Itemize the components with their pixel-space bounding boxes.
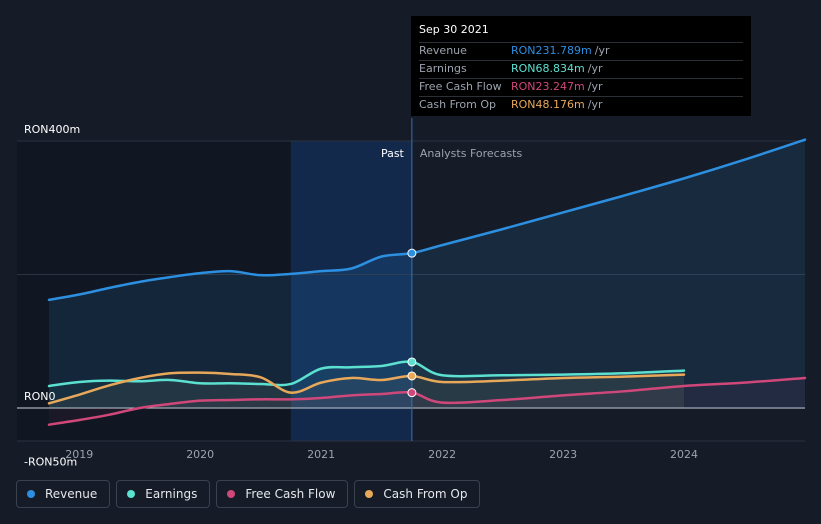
legend-item-revenue[interactable]: Revenue xyxy=(16,480,111,508)
grid-lines xyxy=(17,140,805,442)
series-line xyxy=(47,360,686,388)
x-tick-label: 2019 xyxy=(65,448,93,461)
series-marker xyxy=(407,248,417,258)
series-marker xyxy=(407,388,417,398)
hover-tooltip: Sep 30 2021 Revenue RON231.789m /yr Earn… xyxy=(411,16,751,116)
tooltip-unit: /yr xyxy=(594,44,610,57)
chart-legend: Revenue Earnings Free Cash Flow Cash Fro… xyxy=(16,480,481,508)
series-marker xyxy=(407,371,417,381)
highlight-band xyxy=(290,141,412,441)
tooltip-value: RON231.789m xyxy=(511,44,592,57)
series-area xyxy=(49,377,805,425)
y-tick-label: RON400m xyxy=(24,123,80,136)
tooltip-value: RON68.834m xyxy=(511,62,585,75)
series-area xyxy=(49,361,685,408)
legend-label: Earnings xyxy=(145,487,198,501)
x-tick-label: 2021 xyxy=(307,448,335,461)
legend-label: Free Cash Flow xyxy=(245,487,336,501)
x-tick-label: 2020 xyxy=(186,448,214,461)
series-area xyxy=(49,139,805,409)
tooltip-value: RON48.176m xyxy=(511,98,585,111)
legend-dot-icon xyxy=(127,490,136,498)
tooltip-row-earnings: Earnings RON68.834m /yr xyxy=(419,60,743,78)
tooltip-unit: /yr xyxy=(587,98,603,111)
forecast-label: Analysts Forecasts xyxy=(420,147,523,160)
x-tick-labels: 2019 2020 2021 2022 2023 2024 xyxy=(65,448,698,461)
legend-item-earnings[interactable]: Earnings xyxy=(116,480,211,508)
tooltip-label: Cash From Op xyxy=(419,98,497,111)
series-lines xyxy=(47,138,807,426)
y-tick-labels: RON400m RON0 -RON50m xyxy=(24,123,80,468)
series-line xyxy=(47,138,807,302)
series-line xyxy=(47,376,807,426)
legend-item-free-cash-flow[interactable]: Free Cash Flow xyxy=(216,480,349,508)
tooltip-label: Earnings xyxy=(419,62,467,75)
x-tick-label: 2022 xyxy=(428,448,456,461)
past-label: Past xyxy=(381,147,405,160)
legend-dot-icon xyxy=(365,490,374,498)
tooltip-unit: /yr xyxy=(587,80,603,93)
legend-label: Cash From Op xyxy=(383,487,468,501)
tooltip-row-free-cash-flow: Free Cash Flow RON23.247m /yr xyxy=(419,78,743,96)
legend-label: Revenue xyxy=(45,487,98,501)
legend-dot-icon xyxy=(27,490,35,498)
x-tick-label: 2024 xyxy=(670,448,698,461)
series-marker xyxy=(407,357,417,367)
tooltip-label: Free Cash Flow xyxy=(419,80,502,93)
tooltip-date: Sep 30 2021 xyxy=(419,23,489,36)
series-markers xyxy=(407,248,417,398)
tooltip-label: Revenue xyxy=(419,44,467,57)
legend-dot-icon xyxy=(227,490,236,498)
series-line xyxy=(47,371,686,405)
y-tick-label: RON0 xyxy=(24,390,56,403)
legend-item-cash-from-op[interactable]: Cash From Op xyxy=(354,480,481,508)
tooltip-value: RON23.247m xyxy=(511,80,585,93)
tooltip-unit: /yr xyxy=(587,62,603,75)
tooltip-row-revenue: Revenue RON231.789m /yr xyxy=(419,42,743,60)
x-tick-label: 2023 xyxy=(549,448,577,461)
tooltip-row-cash-from-op: Cash From Op RON48.176m /yr xyxy=(419,96,743,114)
y-tick-label: -RON50m xyxy=(24,455,77,468)
